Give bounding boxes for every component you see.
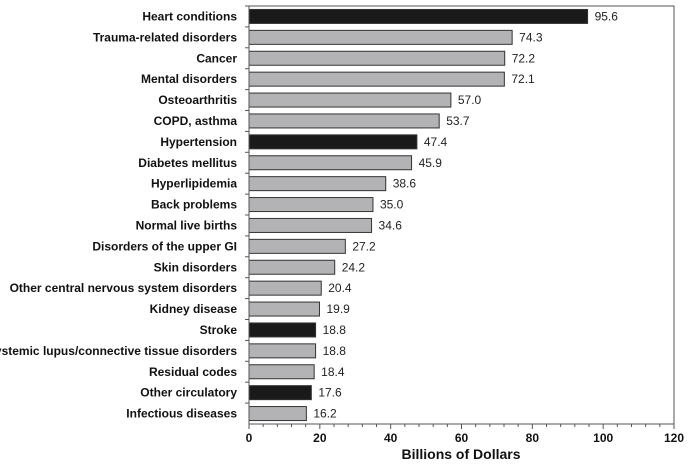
data-label: 35.0 [380,198,404,212]
category-label: COPD, asthma [154,114,238,128]
data-label: 47.4 [424,135,448,149]
category-label: Trauma-related disorders [93,30,237,44]
data-label: 95.6 [595,9,619,23]
x-axis-label: Billions of Dollars [401,446,520,462]
category-label: Systemic lupus/connective tissue disorde… [0,344,237,358]
category-label: Infectious diseases [126,407,237,421]
x-tick-label: 120 [664,431,684,445]
category-label: Osteoarthritis [158,93,237,107]
data-label: 57.0 [458,93,482,107]
data-label: 72.2 [512,51,536,65]
data-label: 18.8 [323,323,347,337]
data-label: 74.3 [519,30,543,44]
bar-diabetes-mellitus [248,155,413,171]
bar-skin-disorders [248,259,336,275]
bar-mental-disorders [248,71,505,87]
category-label: Stroke [200,323,238,337]
category-label: Kidney disease [150,302,238,316]
category-label: Other central nervous system disorders [10,281,238,295]
category-label: Diabetes mellitus [138,156,237,170]
category-label: Other circulatory [140,386,237,400]
data-label: 38.6 [393,177,417,191]
category-label: Mental disorders [141,72,237,86]
bar-stroke [248,322,317,338]
bar-copd-asthma [248,113,440,129]
x-tick-label: 80 [526,431,540,445]
category-label: Normal live births [136,218,238,232]
x-tick-label: 100 [593,431,613,445]
bar-other-circulatory [248,385,312,401]
bar-hypertension [248,134,418,150]
bar-normal-live-births [248,217,373,233]
bar-hyperlipidemia [248,176,387,192]
data-label: 24.2 [342,260,366,274]
data-label: 72.1 [511,72,535,86]
x-tick-label: 40 [384,431,398,445]
x-tick-label: 60 [455,431,469,445]
bar-systemic-lupus-connective-tissue-disorders [248,343,317,359]
category-label: Cancer [196,51,237,65]
data-label: 16.2 [313,407,337,421]
data-label: 18.8 [323,344,347,358]
category-label: Heart conditions [142,9,237,23]
bar-disorders-of-the-upper-gi [248,238,346,254]
data-label: 27.2 [352,239,376,253]
data-label: 53.7 [446,114,470,128]
bar-heart-conditions [248,8,589,24]
bar-trauma-related-disorders [248,29,513,45]
bar-residual-codes [248,364,315,380]
category-label: Back problems [151,198,237,212]
category-label: Disorders of the upper GI [92,239,237,253]
bar-other-central-nervous-system-disorders [248,280,322,296]
bar-kidney-disease [248,301,320,317]
bar-osteoarthritis [248,92,452,108]
data-label: 45.9 [419,156,443,170]
category-label: Skin disorders [154,260,238,274]
bar-infectious-diseases [248,406,307,422]
data-label: 18.4 [321,365,345,379]
data-label: 20.4 [328,281,352,295]
bar-back-problems [248,197,374,213]
category-label: Hypertension [160,135,237,149]
plot-frame [248,5,675,425]
x-tick-label: 0 [246,431,253,445]
category-label: Hyperlipidemia [151,177,237,191]
data-label: 19.9 [326,302,350,316]
data-label: 17.6 [318,386,342,400]
x-tick-label: 20 [313,431,327,445]
bar-cancer [248,50,506,66]
category-label: Residual codes [149,365,237,379]
data-label: 34.6 [379,218,403,232]
